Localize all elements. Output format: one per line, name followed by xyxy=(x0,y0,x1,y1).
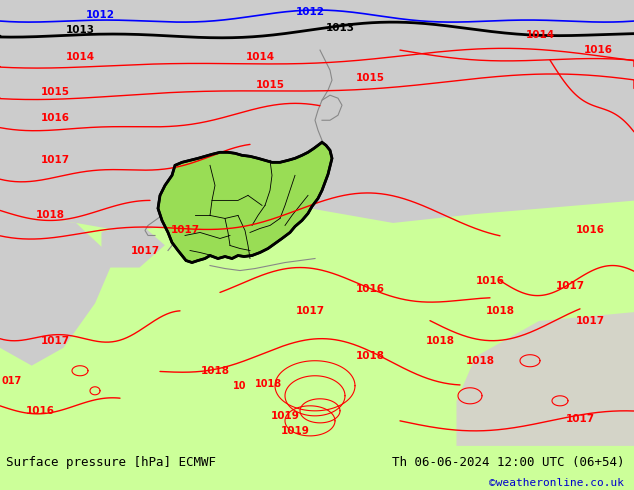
Text: Th 06-06-2024 12:00 UTC (06+54): Th 06-06-2024 12:00 UTC (06+54) xyxy=(392,456,624,469)
Text: 1017: 1017 xyxy=(566,414,595,424)
Text: 1013: 1013 xyxy=(325,23,354,33)
Text: 1017: 1017 xyxy=(555,281,585,291)
Text: 1016: 1016 xyxy=(25,406,55,416)
Text: 1012: 1012 xyxy=(295,7,325,17)
Text: 1017: 1017 xyxy=(576,316,605,326)
Text: 1018: 1018 xyxy=(254,379,281,389)
Text: 1018: 1018 xyxy=(425,336,455,345)
Text: 1015: 1015 xyxy=(256,80,285,90)
Polygon shape xyxy=(0,214,114,366)
Text: 1018: 1018 xyxy=(36,210,65,221)
Text: 1016: 1016 xyxy=(583,45,612,55)
Text: 1019: 1019 xyxy=(281,426,309,436)
Text: 017: 017 xyxy=(2,376,22,386)
Text: 1014: 1014 xyxy=(526,30,555,40)
Text: 1017: 1017 xyxy=(41,336,70,345)
Text: 1014: 1014 xyxy=(65,52,94,62)
Text: ©weatheronline.co.uk: ©weatheronline.co.uk xyxy=(489,478,624,489)
Text: 1016: 1016 xyxy=(476,275,505,286)
Text: 1017: 1017 xyxy=(131,245,160,255)
Text: 1015: 1015 xyxy=(41,87,70,97)
Text: 1013: 1013 xyxy=(65,25,94,35)
Text: 1012: 1012 xyxy=(86,10,115,20)
Text: 1019: 1019 xyxy=(271,411,299,421)
Text: 1018: 1018 xyxy=(200,366,230,376)
Text: 1018: 1018 xyxy=(356,351,384,361)
Text: Surface pressure [hPa] ECMWF: Surface pressure [hPa] ECMWF xyxy=(6,456,216,469)
Text: 1014: 1014 xyxy=(245,52,275,62)
Polygon shape xyxy=(158,142,332,263)
Text: 1018: 1018 xyxy=(465,356,495,366)
Text: 10: 10 xyxy=(233,381,247,391)
Text: 1017: 1017 xyxy=(171,225,200,236)
Polygon shape xyxy=(101,223,165,268)
Text: 1016: 1016 xyxy=(41,113,70,123)
Text: 1017: 1017 xyxy=(295,306,325,316)
Text: 1015: 1015 xyxy=(356,73,384,83)
Text: 1017: 1017 xyxy=(41,155,70,165)
Text: 1018: 1018 xyxy=(486,306,515,316)
Polygon shape xyxy=(456,312,634,446)
Text: 1016: 1016 xyxy=(576,225,604,236)
Polygon shape xyxy=(0,0,634,232)
Text: 1016: 1016 xyxy=(356,284,384,294)
